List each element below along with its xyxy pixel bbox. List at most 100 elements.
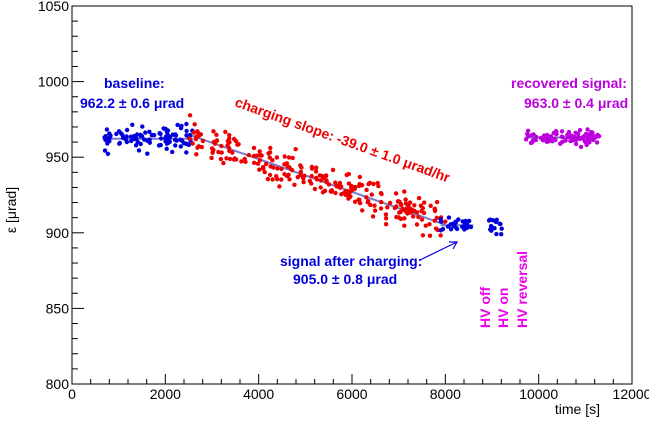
data-point	[312, 186, 318, 192]
data-point	[438, 233, 443, 238]
data-point	[383, 216, 389, 221]
data-point	[251, 160, 257, 165]
data-point	[262, 169, 267, 175]
data-point	[573, 130, 578, 135]
data-point	[266, 151, 271, 156]
data-point	[284, 173, 290, 179]
data-point	[138, 133, 143, 139]
data-point	[407, 200, 413, 205]
data-point	[178, 137, 183, 142]
data-point	[357, 181, 362, 187]
data-point	[225, 143, 230, 148]
data-point	[344, 172, 349, 178]
data-point	[499, 232, 504, 237]
data-point	[530, 138, 536, 143]
data-point	[190, 141, 195, 146]
data-point	[403, 197, 408, 202]
data-point	[290, 155, 295, 161]
data-point	[130, 122, 135, 128]
data-point	[279, 177, 284, 182]
data-point	[299, 165, 304, 170]
data-point	[274, 155, 280, 160]
data-point	[385, 205, 390, 210]
data-point	[307, 178, 312, 184]
data-point	[275, 166, 280, 171]
data-point	[212, 141, 218, 146]
data-point	[414, 222, 420, 227]
data-point	[158, 136, 164, 141]
recovered-title-label: recovered signal:	[511, 75, 627, 91]
data-point	[105, 137, 110, 142]
data-point	[371, 181, 376, 187]
data-point	[577, 128, 583, 133]
data-point	[360, 208, 365, 213]
data-point	[330, 167, 336, 173]
data-point	[427, 222, 432, 227]
data-point	[123, 137, 128, 142]
data-point	[445, 224, 451, 229]
data-point	[584, 142, 589, 148]
data-point	[227, 132, 232, 138]
data-point	[239, 159, 244, 164]
data-point	[375, 180, 380, 186]
data-point	[419, 209, 424, 214]
series-recovered	[523, 127, 602, 150]
data-point	[433, 226, 439, 231]
data-point	[164, 146, 169, 151]
data-point	[487, 217, 493, 222]
data-point	[412, 203, 417, 208]
data-point	[403, 201, 409, 206]
data-point	[559, 134, 565, 139]
y-axis-title: ε [μrad]	[3, 187, 19, 233]
data-point	[194, 134, 199, 140]
data-point	[452, 224, 457, 229]
hv-on-label: HV on	[495, 288, 511, 328]
data-point	[594, 140, 600, 145]
data-point	[446, 215, 452, 220]
data-point	[456, 217, 461, 222]
data-point	[251, 153, 256, 159]
y-tick-label: 850	[46, 300, 70, 316]
data-point	[268, 145, 273, 151]
data-point	[396, 199, 401, 204]
data-point	[292, 182, 297, 187]
data-point	[275, 176, 280, 182]
data-point	[163, 134, 169, 140]
data-point	[211, 129, 216, 134]
data-point	[334, 184, 339, 189]
data-point	[402, 216, 407, 221]
data-point	[227, 156, 233, 162]
data-point	[230, 150, 235, 155]
data-point	[366, 181, 371, 187]
data-point	[403, 209, 408, 214]
data-point	[147, 129, 152, 134]
data-point	[346, 196, 351, 201]
data-point	[402, 223, 407, 228]
data-point	[387, 200, 393, 206]
data-point	[468, 224, 474, 230]
data-point	[393, 191, 399, 196]
data-point	[175, 122, 180, 128]
data-point	[595, 132, 600, 138]
y-tick-label: 1050	[38, 0, 69, 14]
data-point	[257, 153, 262, 158]
data-point	[548, 138, 553, 143]
data-point	[246, 152, 251, 158]
data-point	[463, 218, 468, 224]
series-hv-off-on	[486, 217, 504, 237]
data-point	[301, 179, 306, 185]
data-point	[342, 190, 347, 195]
after-charging-value-label: 905.0 ± 0.8 μrad	[293, 271, 397, 287]
data-point	[324, 178, 329, 183]
data-point	[493, 219, 499, 225]
data-point	[370, 214, 376, 219]
recovered-value-label: 963.0 ± 0.4 μrad	[524, 95, 628, 111]
hv-off-label: HV off	[477, 286, 493, 328]
data-point	[379, 199, 384, 205]
data-point	[117, 140, 123, 146]
data-point	[559, 139, 565, 145]
data-point	[551, 130, 556, 136]
data-point	[102, 148, 108, 153]
data-point	[372, 208, 378, 213]
data-point	[103, 134, 108, 139]
